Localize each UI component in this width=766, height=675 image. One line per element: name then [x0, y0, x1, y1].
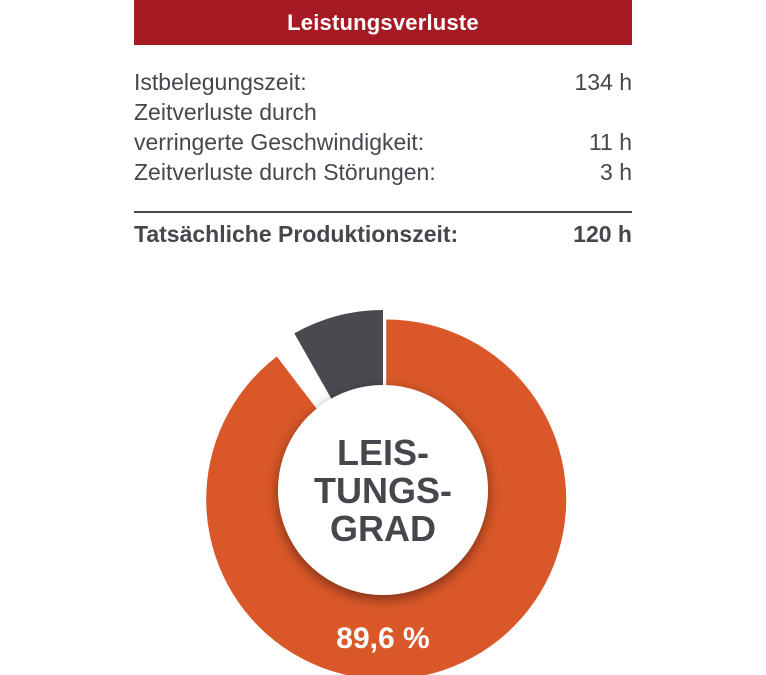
donut-center-disc	[278, 385, 488, 595]
total-divider	[134, 211, 632, 213]
breakdown-row-stoerungen: Zeitverluste durch Störungen: 3 h	[134, 157, 632, 187]
row-label: Zeitverluste durch	[134, 99, 317, 125]
breakdown-total-row: Tatsächliche Produktionszeit: 120 h	[134, 219, 632, 249]
breakdown-row-zeitverluste-label: Zeitverluste durch	[134, 97, 632, 127]
center-label-line-2: GRAD	[330, 508, 436, 549]
slice-value-label: 89,6 %	[336, 622, 429, 655]
center-label-line-0: LEIS-	[337, 432, 429, 473]
center-label: LEIS-TUNGS-GRAD	[314, 432, 452, 549]
header-title: Leistungsverluste	[287, 9, 479, 35]
breakdown-row-geschwindigkeit: verringerte Geschwindigkeit: 11 h	[134, 127, 632, 157]
header-bar: Leistungsverluste	[134, 0, 632, 45]
center-label-line-1: TUNGS-	[314, 470, 452, 511]
donut-chart: LEIS-TUNGS-GRAD 89,6 %	[206, 310, 567, 675]
row-value: 3 h	[600, 159, 632, 185]
breakdown-row-istbelegungszeit: Istbelegungszeit: 134 h	[134, 67, 632, 97]
row-label: Zeitverluste durch Störungen:	[134, 159, 436, 185]
row-label: Istbelegungszeit:	[134, 69, 307, 95]
row-value: 134 h	[574, 69, 632, 95]
total-value: 120 h	[573, 221, 632, 247]
total-label: Tatsächliche Produktionszeit:	[134, 221, 459, 247]
donut-slice-0	[206, 319, 567, 675]
row-label: verringerte Geschwindigkeit:	[134, 129, 425, 155]
row-value: 11 h	[588, 129, 632, 155]
